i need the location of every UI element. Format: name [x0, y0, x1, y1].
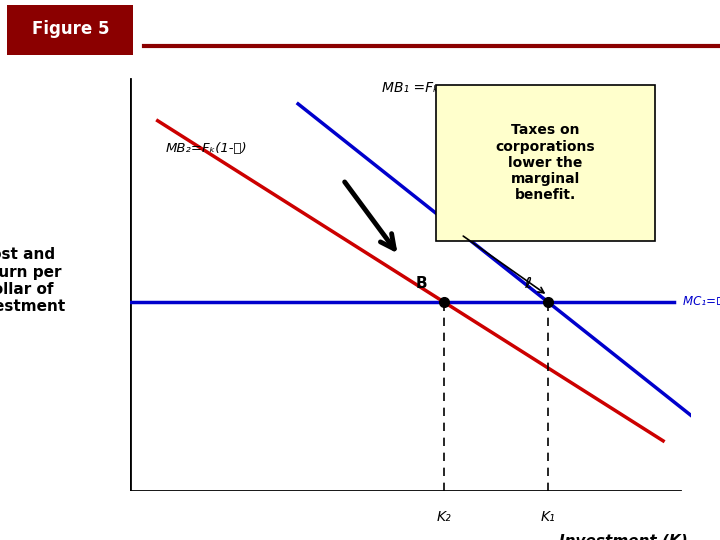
- Text: K₁: K₁: [541, 510, 555, 524]
- Text: MB₁ =Fₖ: MB₁ =Fₖ: [382, 82, 439, 96]
- Text: Figure 5: Figure 5: [32, 19, 109, 37]
- Text: MC₁=⊡+ φ: MC₁=⊡+ φ: [683, 295, 720, 308]
- Text: Cost and
return per
dollar of
investment: Cost and return per dollar of investment: [0, 247, 66, 314]
- FancyBboxPatch shape: [7, 5, 133, 55]
- Text: B: B: [415, 276, 427, 292]
- FancyBboxPatch shape: [436, 85, 654, 241]
- Text: ℓ: ℓ: [524, 276, 532, 292]
- Text: Investment (K): Investment (K): [559, 534, 688, 540]
- Text: MB₂=Fₖ(1-Ⓢ): MB₂=Fₖ(1-Ⓢ): [166, 142, 248, 155]
- Text: K₂: K₂: [436, 510, 451, 524]
- Text: Taxes on
corporations
lower the
marginal
benefit.: Taxes on corporations lower the marginal…: [495, 124, 595, 202]
